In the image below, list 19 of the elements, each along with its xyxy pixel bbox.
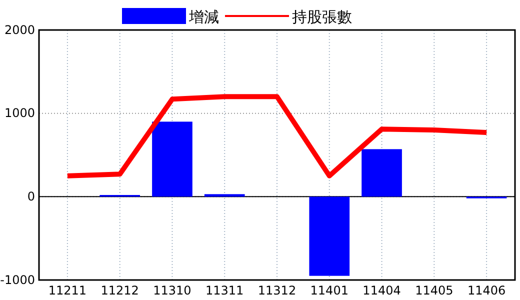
legend-label: 增減 <box>188 8 219 26</box>
x-tick-label: 11406 <box>467 284 506 298</box>
y-tick-label: 1000 <box>4 106 35 120</box>
legend-label: 持股張數 <box>292 8 352 26</box>
y-tick-label: 0 <box>27 190 35 204</box>
x-tick-label: 11212 <box>100 284 139 298</box>
x-tick-label: 11404 <box>362 284 401 298</box>
y-tick-label: 2000 <box>4 22 35 37</box>
x-tick-label: 11405 <box>415 284 454 298</box>
x-tick-label: 11401 <box>310 284 348 298</box>
bar <box>362 149 402 197</box>
x-tick-label: 11211 <box>48 284 87 298</box>
bar <box>152 122 192 197</box>
bar <box>204 194 245 197</box>
y-tick-label: -1000 <box>0 272 35 287</box>
bar <box>309 196 350 276</box>
x-tick-label: 11311 <box>206 284 244 298</box>
x-tick-label: 11312 <box>258 284 296 298</box>
x-tick-label: 11310 <box>153 284 192 298</box>
